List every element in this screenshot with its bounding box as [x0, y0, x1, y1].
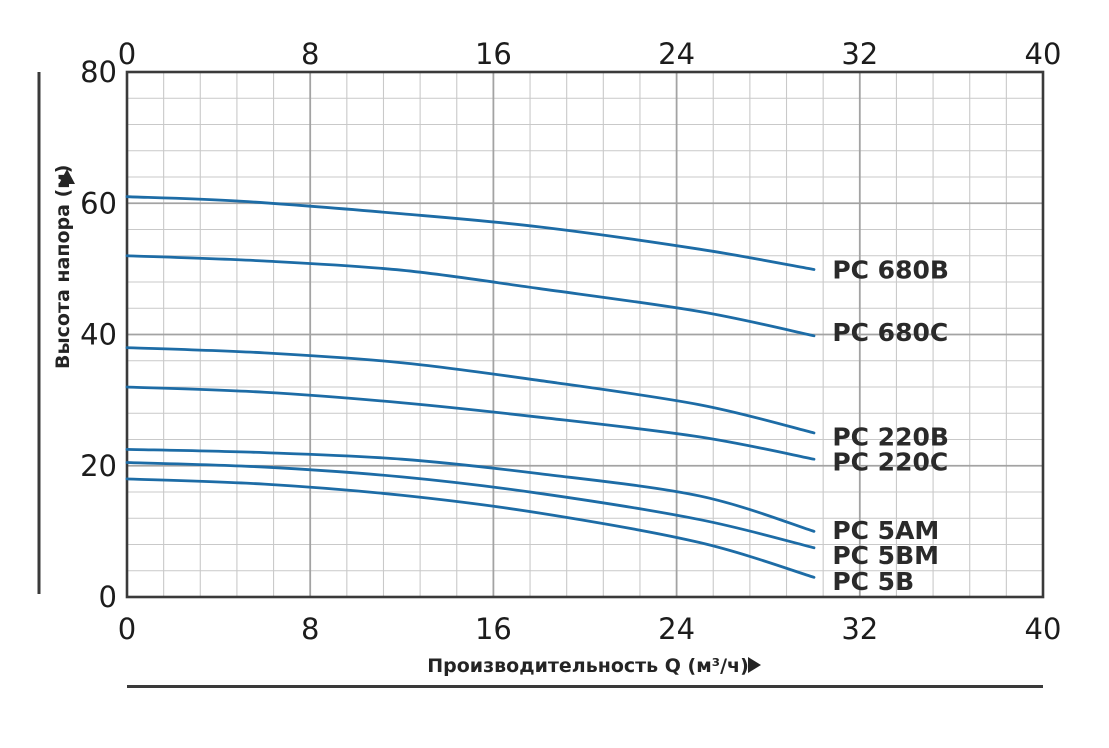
- x-tick-bottom-8: 8: [301, 612, 319, 646]
- curve-pc-5am: [125, 447, 816, 533]
- curve-pc-5bm: [125, 461, 816, 550]
- curve-pc-220c: [125, 385, 816, 461]
- x-axis-title: Производительность Q (м³/ч): [427, 655, 749, 677]
- curve-label-pc-680c: PC 680C: [832, 318, 948, 347]
- x-tick-top-8: 8: [301, 37, 319, 71]
- curve-label-pc-5am: PC 5AM: [832, 516, 939, 545]
- x-tick-bottom-40: 40: [1025, 612, 1062, 646]
- curve-pc-680c: [125, 254, 816, 338]
- x-tick-top-16: 16: [475, 37, 512, 71]
- curve-pc-220b: [125, 346, 816, 435]
- curve-label-pc-680b: PC 680B: [832, 256, 949, 285]
- x-tick-bottom-32: 32: [841, 612, 878, 646]
- plot-frame: [125, 70, 1045, 599]
- x-axis-title-group: Производительность Q (м³/ч): [427, 655, 761, 677]
- x-tick-bottom-16: 16: [475, 612, 512, 646]
- x-tick-bottom-0: 0: [118, 612, 136, 646]
- x-tick-top-32: 32: [841, 37, 878, 71]
- y-axis-title: Высота напора (м): [52, 165, 74, 370]
- pump-curves: [125, 195, 816, 579]
- y-tick-40: 40: [80, 318, 117, 352]
- curve-pc-680b: [125, 195, 816, 271]
- curve-label-pc-5bm: PC 5BM: [832, 541, 939, 570]
- y-axis-tick-labels: 0 20 40 60 80: [80, 55, 117, 614]
- x-axis-top-tick-labels: 0 8 16 24 32 40: [118, 37, 1062, 71]
- x-tick-top-24: 24: [658, 37, 695, 71]
- curve-label-pc-5b: PC 5B: [832, 567, 914, 596]
- y-tick-80: 80: [80, 55, 117, 89]
- x-axis-right-arrow-icon: [748, 657, 761, 673]
- x-axis-bottom-tick-labels: 0 8 16 24 32 40: [118, 612, 1062, 646]
- curve-pc-5b: [125, 477, 816, 579]
- y-axis-title-group: Высота напора (м): [52, 165, 75, 370]
- y-axis-up-arrow-icon: [59, 169, 75, 184]
- x-tick-top-0: 0: [118, 37, 136, 71]
- curve-label-pc-220b: PC 220B: [832, 422, 949, 451]
- y-tick-60: 60: [80, 186, 117, 220]
- y-tick-20: 20: [80, 449, 117, 483]
- x-tick-top-40: 40: [1025, 37, 1062, 71]
- y-tick-0: 0: [99, 580, 117, 614]
- curve-label-pc-220c: PC 220C: [832, 447, 948, 476]
- x-tick-bottom-24: 24: [658, 612, 695, 646]
